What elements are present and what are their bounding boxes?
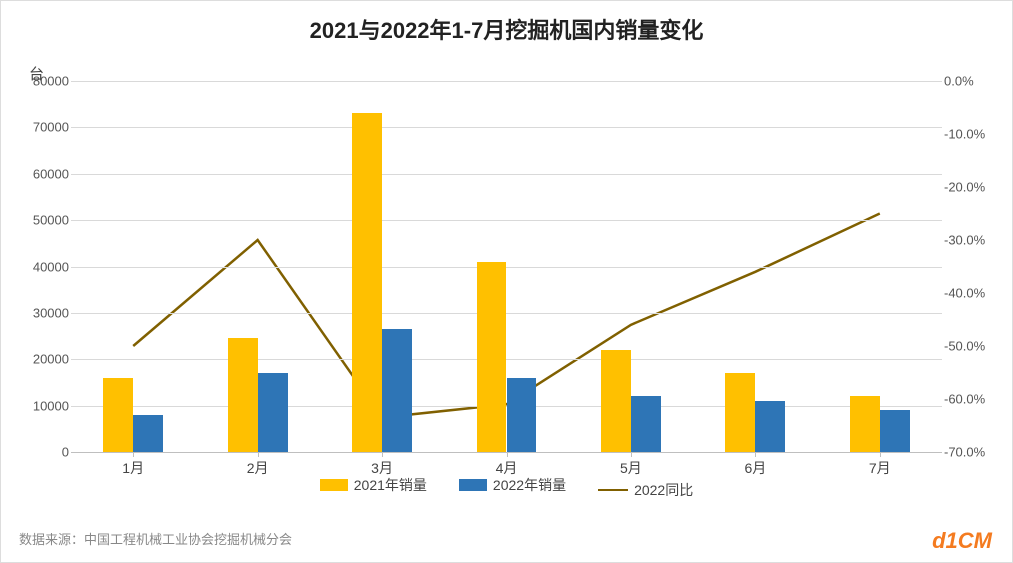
brand-logo: d1CM	[932, 528, 992, 554]
x-tick-mark	[258, 452, 259, 457]
grid-line	[71, 220, 942, 221]
legend-item: 2022同比	[598, 480, 693, 500]
legend: 2021年销量 2022年销量 2022同比	[1, 475, 1012, 500]
bar	[631, 396, 661, 452]
y1-tick-label: 20000	[21, 352, 69, 367]
grid-line	[71, 127, 942, 128]
bar	[755, 401, 785, 452]
bar	[507, 378, 537, 452]
bar	[352, 113, 382, 452]
bar	[103, 378, 133, 452]
legend-label: 2021年销量	[354, 475, 427, 495]
grid-line	[71, 267, 942, 268]
bar	[228, 338, 258, 452]
grid-line	[71, 313, 942, 314]
x-tick-mark	[507, 452, 508, 457]
bar	[725, 373, 755, 452]
x-tick-mark	[631, 452, 632, 457]
bar	[382, 329, 412, 452]
y2-tick-label: -40.0%	[944, 286, 994, 301]
y2-tick-label: -70.0%	[944, 445, 994, 460]
data-source: 数据来源：中国工程机械工业协会挖掘机械分会	[19, 529, 292, 548]
legend-label: 2022同比	[634, 480, 693, 500]
bar	[850, 396, 880, 452]
grid-line	[71, 359, 942, 360]
legend-item: 2021年销量	[320, 475, 427, 495]
y1-tick-label: 0	[21, 445, 69, 460]
grid-line	[71, 174, 942, 175]
plot-area: 1月2月3月4月5月6月7月	[71, 81, 942, 452]
bar	[133, 415, 163, 452]
y1-tick-label: 30000	[21, 305, 69, 320]
bar	[258, 373, 288, 452]
y1-tick-label: 40000	[21, 259, 69, 274]
y2-tick-label: -30.0%	[944, 233, 994, 248]
x-tick-mark	[755, 452, 756, 457]
legend-swatch	[598, 489, 628, 491]
legend-item: 2022年销量	[459, 475, 566, 495]
y1-tick-label: 10000	[21, 398, 69, 413]
y2-tick-label: -60.0%	[944, 392, 994, 407]
y1-tick-label: 60000	[21, 166, 69, 181]
y2-tick-label: -50.0%	[944, 339, 994, 354]
x-tick-mark	[880, 452, 881, 457]
legend-swatch	[320, 479, 348, 491]
bar	[601, 350, 631, 452]
y1-tick-label: 50000	[21, 213, 69, 228]
y1-tick-label: 70000	[21, 120, 69, 135]
bar	[880, 410, 910, 452]
y2-tick-label: -10.0%	[944, 127, 994, 142]
chart-container: 2021与2022年1-7月挖掘机国内销量变化 台 01000020000300…	[0, 0, 1013, 563]
grid-line	[71, 81, 942, 82]
y2-tick-label: 0.0%	[944, 74, 994, 89]
chart-title: 2021与2022年1-7月挖掘机国内销量变化	[1, 13, 1012, 45]
y2-axis: -70.0%-60.0%-50.0%-40.0%-30.0%-20.0%-10.…	[944, 81, 994, 452]
x-tick-mark	[382, 452, 383, 457]
legend-label: 2022年销量	[493, 475, 566, 495]
x-tick-mark	[133, 452, 134, 457]
bar	[477, 262, 507, 452]
y1-axis: 0100002000030000400005000060000700008000…	[21, 81, 69, 452]
y1-tick-label: 80000	[21, 74, 69, 89]
legend-swatch	[459, 479, 487, 491]
y2-tick-label: -20.0%	[944, 180, 994, 195]
